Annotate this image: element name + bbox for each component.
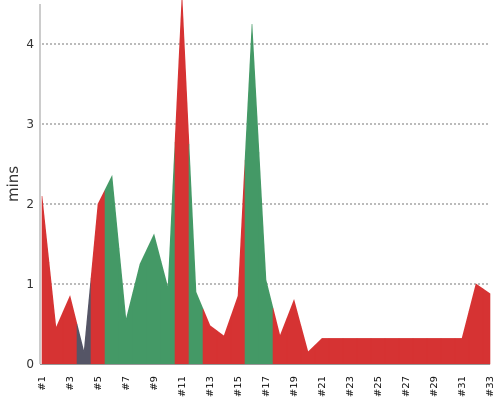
area-segment <box>356 338 372 365</box>
y-tick-label: 3 <box>26 117 34 131</box>
area-segment <box>300 325 316 365</box>
y-tick-label: 4 <box>26 37 34 51</box>
area-segment <box>230 159 246 365</box>
area-segment <box>342 338 358 365</box>
x-tick-label: #31 <box>457 376 468 397</box>
x-tick-label: #5 <box>93 376 104 391</box>
area-segment <box>454 311 470 365</box>
area-segment <box>398 338 414 365</box>
area-segment <box>146 233 162 365</box>
area-segment <box>272 307 288 365</box>
area-segment <box>426 338 442 365</box>
area-segment <box>188 143 204 365</box>
area-segment <box>160 141 176 365</box>
x-tick-label: #13 <box>205 376 216 397</box>
area-series <box>41 0 491 365</box>
y-tick-label: 1 <box>26 277 34 291</box>
x-tick-labels: #1 #3 #5 #7 #9 #11 #13 #15 #17 #19 #21 #23 #25 #27 #29… <box>37 376 496 397</box>
x-tick-label: #15 <box>233 376 244 397</box>
x-tick-label: #25 <box>373 376 384 397</box>
area-segment <box>370 338 386 365</box>
area-segment <box>482 288 491 365</box>
x-tick-label: #21 <box>317 376 328 397</box>
area-segment <box>76 277 92 365</box>
area-segment <box>118 247 134 365</box>
area-segment <box>202 308 218 365</box>
axes <box>39 4 490 365</box>
x-tick-label: #17 <box>261 376 272 397</box>
y-axis-label: mins <box>4 166 22 202</box>
x-tick-label: #29 <box>429 376 440 397</box>
y-tick-labels: 0 1 2 3 4 <box>26 37 34 371</box>
area-segment <box>104 174 120 365</box>
area-segment <box>286 299 302 365</box>
x-tick-label: #9 <box>149 376 160 391</box>
area-segment <box>412 338 428 365</box>
x-tick-label: #27 <box>401 376 412 397</box>
area-segment <box>328 338 344 365</box>
area-segment <box>41 195 50 365</box>
area-segment <box>244 23 260 365</box>
area-segment <box>440 338 456 365</box>
area-segment <box>174 0 190 365</box>
area-segment <box>384 338 400 365</box>
x-tick-label: #19 <box>289 376 300 397</box>
area-segment <box>258 151 274 365</box>
area-segment <box>90 189 106 365</box>
area-segment <box>62 295 78 365</box>
x-tick-label: #33 <box>485 376 496 397</box>
area-segment <box>314 338 330 365</box>
x-tick-label: #1 <box>37 376 48 391</box>
area-segment <box>48 261 64 365</box>
y-tick-label: 0 <box>26 357 34 371</box>
y-tick-label: 2 <box>26 197 34 211</box>
x-tick-label: #11 <box>177 376 188 397</box>
x-tick-label: #7 <box>121 376 132 391</box>
x-tick-label: #3 <box>65 376 76 391</box>
area-segment <box>132 249 148 365</box>
area-segment <box>468 283 484 365</box>
area-segment <box>216 315 232 365</box>
x-tick-label: #23 <box>345 376 356 397</box>
